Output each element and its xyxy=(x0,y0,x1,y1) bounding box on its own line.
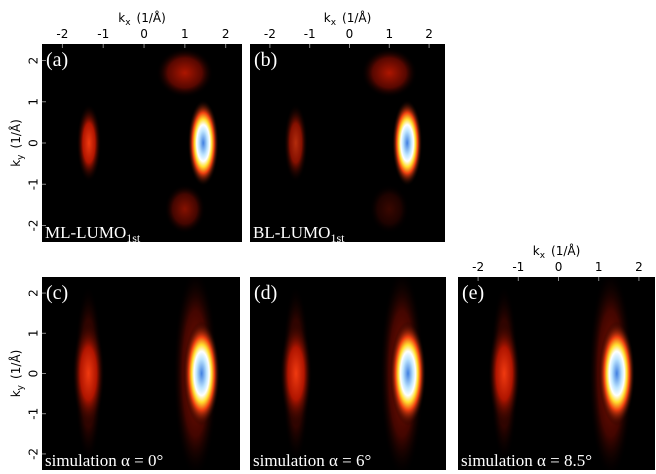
x-tick-label: -2 xyxy=(472,260,484,274)
y-tick-label: 2 xyxy=(27,57,41,65)
x-tick-label: -1 xyxy=(304,27,316,41)
left-lobe xyxy=(72,321,105,426)
y-tick-label: 1 xyxy=(27,329,41,337)
caption-text: simulation α = 0° xyxy=(45,451,163,470)
y-tick-label: 0 xyxy=(27,370,41,378)
left-lobe xyxy=(283,103,308,183)
axis-label: ky (1/Å) xyxy=(8,350,26,398)
axis-label-base: k xyxy=(118,11,125,25)
right-lobe xyxy=(183,321,220,426)
y-tick-label: 1 xyxy=(27,98,41,106)
panel-tag: (c) xyxy=(46,282,68,304)
panel: (b) BL-LUMO1st -2 -1 0 1 2 kx (1/Å) xyxy=(250,10,445,245)
intensity-map xyxy=(76,48,219,234)
axis-label: kx (1/Å) xyxy=(324,10,372,28)
caption-text: simulation α = 6° xyxy=(253,451,371,470)
x-tick-label: -2 xyxy=(56,27,68,41)
right-lobe xyxy=(598,321,635,426)
axis-label-base: k xyxy=(533,244,540,258)
panel: (d) simulation α = 6° xyxy=(250,277,446,470)
axis-label-sub: x xyxy=(125,18,131,28)
panel-caption: simulation α = 6° xyxy=(253,451,371,470)
intensity-map xyxy=(488,277,635,470)
panel-tag: (b) xyxy=(254,49,277,71)
x-tick-label: 1 xyxy=(595,260,603,274)
intensity-map xyxy=(280,277,426,470)
panel-caption: simulation α = 0° xyxy=(45,451,163,470)
axis-label-sub: x xyxy=(540,251,546,261)
x-tick-label: 0 xyxy=(555,260,563,274)
axis-label: kx (1/Å) xyxy=(533,243,581,261)
x-tick-label: -2 xyxy=(264,27,276,41)
panel-caption: BL-LUMO1st xyxy=(253,223,345,245)
left-lobe xyxy=(76,103,102,183)
arc-halo xyxy=(156,48,214,98)
caption-sub: 1st xyxy=(126,231,141,245)
y-tick-label: -1 xyxy=(27,408,41,420)
intensity-map xyxy=(72,277,220,470)
y-tick-label: -1 xyxy=(27,178,41,190)
axis-label-unit: (1/Å) xyxy=(342,10,371,25)
right-lobe xyxy=(390,321,426,426)
panel-tag: (a) xyxy=(46,49,68,71)
x-tick-label: 0 xyxy=(140,27,148,41)
axis-label: kx (1/Å) xyxy=(118,10,166,28)
caption-sub: 1st xyxy=(330,231,345,245)
right-lobe xyxy=(392,99,423,187)
x-tick-label: -1 xyxy=(512,260,524,274)
panel: (c) simulation α = 0° 2 1 0 -1 -2 ky (1/Å) xyxy=(8,277,240,470)
axis-label-base: k xyxy=(9,390,23,397)
y-tick-label: -2 xyxy=(27,448,41,460)
panel-caption: simulation α = 8.5° xyxy=(461,451,592,470)
intensity-map xyxy=(283,48,423,234)
axis-label-unit: (1/Å) xyxy=(8,119,23,148)
left-lobe xyxy=(488,321,521,426)
axis-label-sub: y xyxy=(16,384,26,390)
axis-label-unit: (1/Å) xyxy=(8,350,23,379)
x-tick-label: 0 xyxy=(346,27,354,41)
panel: (a)ML-LUMO1st-2 -1 0 1 2kx (1/Å)210-1-2ky(1/Å… xyxy=(8,10,242,245)
axis-label-sub: x xyxy=(331,18,337,28)
axis-label: ky (1/Å) xyxy=(8,119,26,167)
caption-text: simulation α = 8.5° xyxy=(461,451,592,470)
panel: (e) simulation α = 8.5° -2 -1 0 1 2 kx (1/Å) xyxy=(458,243,655,470)
x-tick-label: 1 xyxy=(385,27,393,41)
arc-halo xyxy=(361,48,418,98)
panel-tag: (e) xyxy=(462,282,484,304)
arc-halo xyxy=(164,184,206,234)
arc-halo xyxy=(369,184,410,234)
x-tick-label: 2 xyxy=(425,27,433,41)
y-tick-label: 0 xyxy=(27,139,41,147)
axis-label-unit: (1/Å) xyxy=(137,10,166,25)
right-lobe xyxy=(187,99,219,187)
panel-tag: (d) xyxy=(254,282,277,304)
axis-label-unit: (1/Å) xyxy=(551,243,580,258)
x-tick-label: 2 xyxy=(222,27,230,41)
x-tick-label: 1 xyxy=(181,27,189,41)
x-tick-label: 2 xyxy=(635,260,643,274)
panel-caption: ML-LUMO1st xyxy=(45,223,141,245)
left-lobe xyxy=(280,321,312,426)
caption-text: ML-LUMO xyxy=(45,223,126,242)
axis-label-sub: y xyxy=(16,154,26,160)
x-tick-label: -1 xyxy=(97,27,109,41)
axis-label-base: k xyxy=(9,160,23,167)
y-tick-label: -2 xyxy=(27,220,41,232)
caption-text: BL-LUMO xyxy=(253,223,330,242)
axis-label-base: k xyxy=(324,11,331,25)
y-tick-label: 2 xyxy=(27,289,41,297)
